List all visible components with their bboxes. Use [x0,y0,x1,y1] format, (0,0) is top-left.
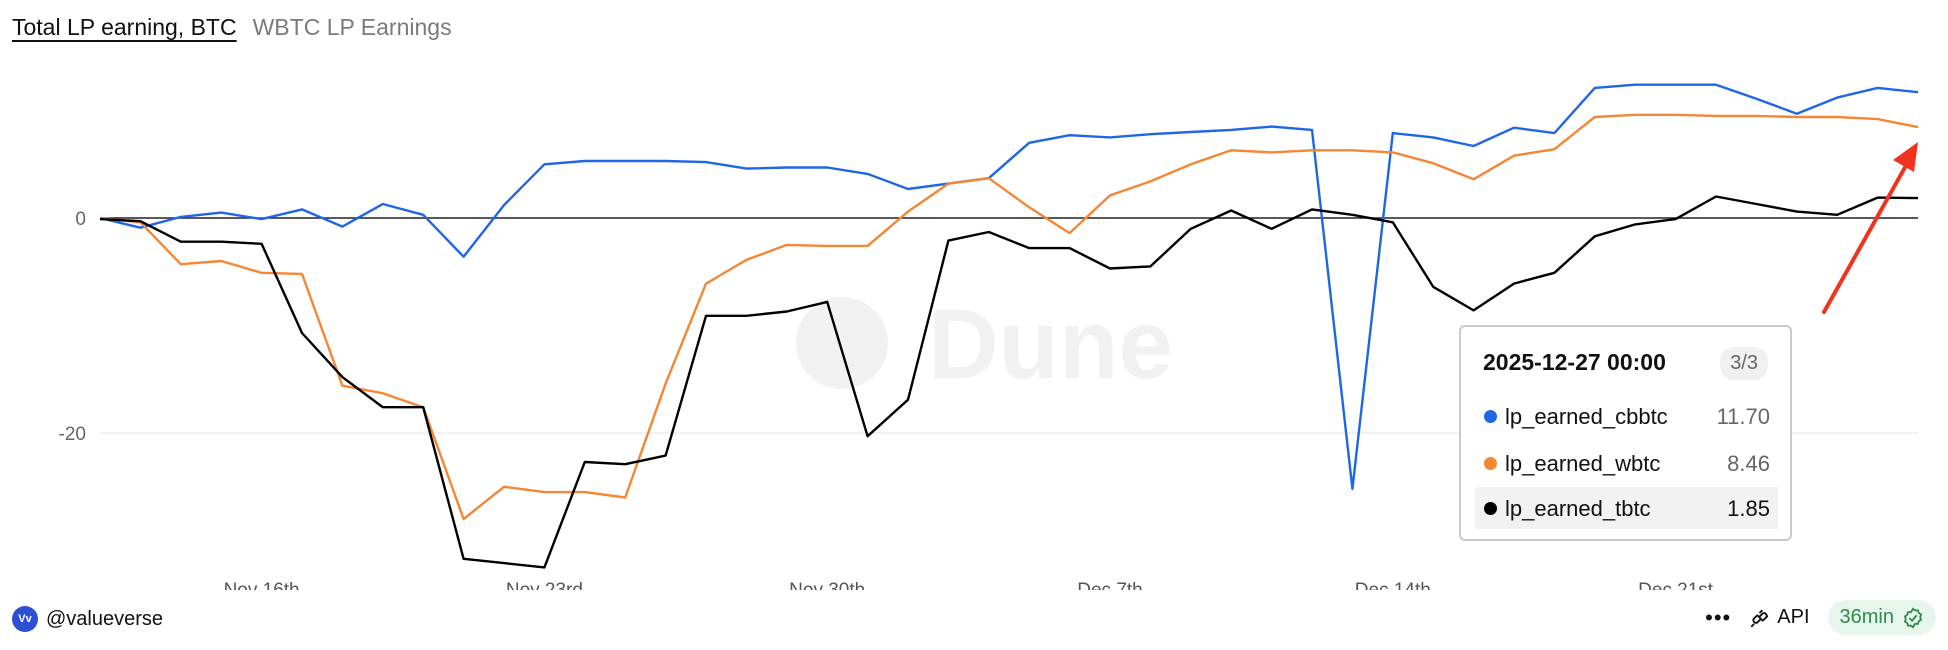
api-button[interactable]: API [1749,606,1810,629]
api-label: API [1777,606,1810,628]
plug-icon [1751,609,1769,627]
avatar: Vv [12,606,38,632]
series-line-lp_earned_tbtc [99,195,1919,569]
tooltip-series-name: lp_earned_cbbtc [1505,404,1668,429]
dune-watermark: Dune [796,289,1173,399]
x-tick-label: Dec 21st [1638,580,1714,590]
line-chart[interactable]: Dune 0 -20 Nov 16th Nov 23rd Nov 30th Dec 7th D… [0,0,1948,590]
author-info[interactable]: Vv @valueverse [12,606,163,632]
tooltip-page-badge: 3/3 [1720,347,1768,380]
x-tick-label: Nov 23rd [506,580,583,590]
footer-actions: ••• API 36min [1705,600,1936,635]
series-line-lp_earned_cbbtc [99,83,1919,491]
series-color-dot-icon [1484,502,1497,515]
x-tick-label: Nov 16th [224,580,300,590]
tooltip-row: lp_earned_cbbtc 11.70 [1475,395,1778,437]
verified-check-icon [1903,607,1923,628]
x-tick-label: Dec 14th [1355,580,1431,590]
annotation-arrow-head-icon [1893,142,1918,172]
more-options-icon[interactable]: ••• [1705,604,1732,630]
freshness-label: 36min [1839,606,1894,628]
series-line-lp_earned_wbtc [99,113,1919,521]
chart-tooltip: 2025-12-27 00:00 3/3 lp_earned_cbbtc 11.… [1459,325,1792,541]
y-tick-label: 0 [75,209,86,230]
series-color-dot-icon [1484,410,1497,423]
y-tick-label: -20 [59,424,86,445]
tooltip-series-value: 8.46 [1727,451,1770,476]
annotation-arrow-line [1822,160,1910,314]
x-tick-label: Nov 30th [789,580,865,590]
tooltip-row-highlighted: lp_earned_tbtc 1.85 [1475,487,1778,529]
tooltip-row: lp_earned_wbtc 8.46 [1475,442,1778,484]
tab-wbtc-lp-earnings[interactable]: WBTC LP Earnings [252,14,452,40]
chart-tabs: Total LP earning, BTC WBTC LP Earnings [12,14,452,41]
tab-total-lp-earning[interactable]: Total LP earning, BTC [12,14,237,40]
series-color-dot-icon [1484,457,1497,470]
svg-text:Dune: Dune [928,289,1173,399]
x-tick-label: Dec 7th [1077,580,1142,590]
tooltip-series-name: lp_earned_tbtc [1505,496,1651,521]
freshness-badge[interactable]: 36min [1827,600,1936,635]
tooltip-series-name: lp_earned_wbtc [1505,451,1661,476]
tooltip-series-value: 1.85 [1727,496,1770,521]
tooltip-series-value: 11.70 [1716,404,1770,429]
author-handle[interactable]: @valueverse [46,607,164,630]
tooltip-date: 2025-12-27 00:00 [1483,349,1666,375]
